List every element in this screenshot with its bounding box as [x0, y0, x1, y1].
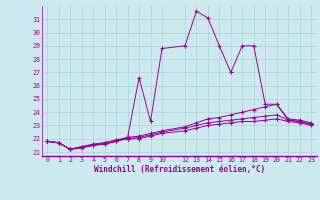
X-axis label: Windchill (Refroidissement éolien,°C): Windchill (Refroidissement éolien,°C) — [94, 165, 265, 174]
